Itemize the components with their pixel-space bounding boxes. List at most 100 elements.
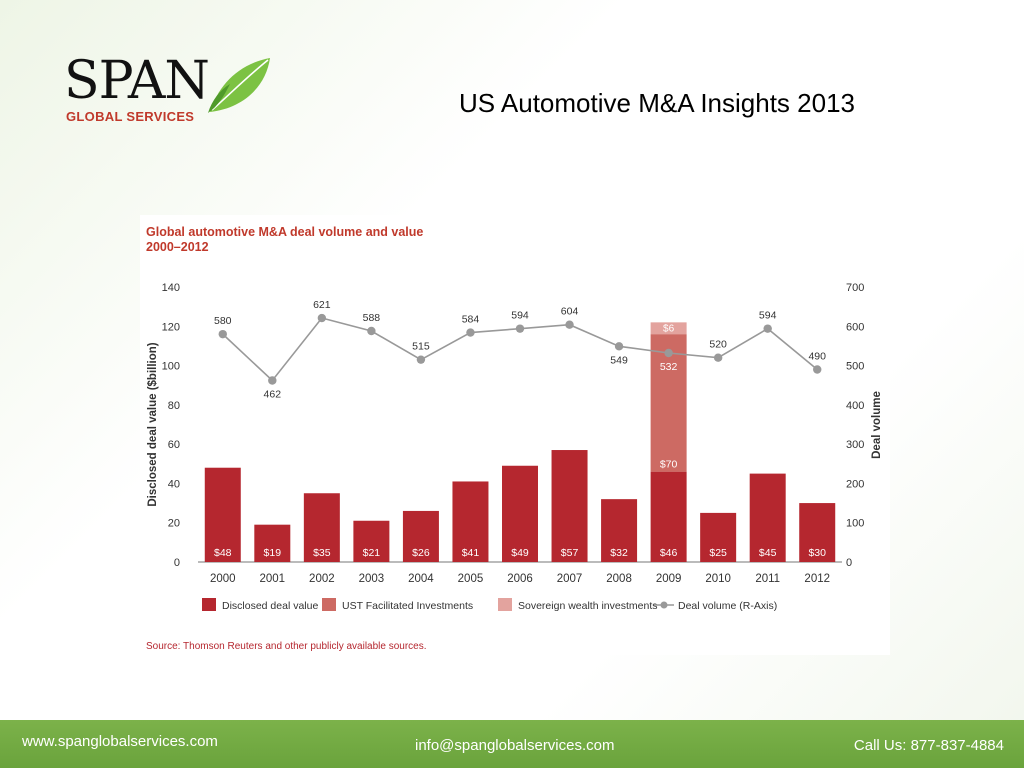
- bar-disclosed-deal-value: [799, 503, 836, 562]
- x-tick-label: 2002: [309, 573, 335, 585]
- chart-title: Global automotive M&A deal volume and va…: [146, 225, 476, 255]
- bar-value-label: $26: [412, 547, 430, 559]
- chart-title-line1: Global automotive M&A deal volume and va…: [146, 225, 424, 239]
- logo-wordmark: SPAN: [64, 51, 210, 111]
- y2-axis-label: Deal volume: [871, 391, 883, 459]
- x-tick-label: 2003: [359, 573, 385, 585]
- legend-label: Disclosed deal value: [222, 600, 318, 612]
- deal-volume-point: [515, 324, 525, 333]
- span-logo: SPAN GLOBAL SERVICES: [64, 52, 274, 132]
- y-tick-label: 20: [168, 518, 180, 530]
- footer-bar: www.spanglobalservices.com info@spanglob…: [0, 720, 1024, 768]
- x-tick-label: 2004: [408, 573, 434, 585]
- bar-disclosed-deal-value: [700, 512, 737, 562]
- y2-tick-label: 500: [846, 361, 864, 373]
- bar-disclosed-deal-value: [204, 467, 241, 562]
- bar-value-label: $70: [660, 459, 678, 471]
- x-tick-label: 2000: [210, 573, 236, 585]
- bar-disclosed-deal-value: [254, 524, 291, 562]
- y2-tick-label: 400: [846, 400, 864, 412]
- y-axis-label: Disclosed deal value ($billion): [147, 342, 159, 506]
- x-tick-label: 2008: [606, 573, 632, 585]
- x-tick-label: 2012: [804, 573, 830, 585]
- legend-swatch: [322, 598, 336, 611]
- x-tick-label: 2009: [656, 573, 682, 585]
- deal-volume-label: 520: [709, 339, 727, 351]
- deal-chart: 0 20 40 60 80 100 120 140 0 100 200 300 400 500 600 700…: [146, 282, 883, 652]
- x-tick-label: 2007: [557, 573, 583, 585]
- y2-tick-label: 0: [846, 557, 852, 569]
- y2-tick-label: 700: [846, 282, 864, 294]
- deal-volume-label: 588: [363, 312, 381, 324]
- deal-volume-point: [565, 320, 574, 329]
- deal-volume-label: 462: [264, 389, 282, 401]
- deal-volume-label: 584: [462, 314, 480, 326]
- deal-volume-point: [268, 376, 277, 385]
- bar-disclosed-deal-value: [551, 450, 588, 562]
- deal-volume-label: 490: [808, 351, 826, 363]
- footer-phone: Call Us: 877-837-4884: [853, 737, 1004, 754]
- x-tick-label: 2001: [260, 573, 286, 585]
- deal-volume-label: 621: [313, 299, 331, 311]
- bar-disclosed-deal-value: [601, 499, 638, 562]
- deal-volume-point: [664, 348, 673, 358]
- bar-value-label: $32: [610, 547, 628, 559]
- bar-disclosed-deal-value: [749, 473, 786, 562]
- footer-email-link[interactable]: info@spanglobalservices.com: [415, 737, 615, 754]
- legend-label: Deal volume (R-Axis): [678, 600, 777, 612]
- y-tick-label: 40: [168, 478, 180, 490]
- deal-volume-label: 604: [561, 306, 579, 318]
- bar-value-label: $41: [462, 547, 480, 559]
- bar-disclosed-deal-value: [452, 481, 489, 562]
- y-tick-label: 120: [162, 321, 180, 333]
- bar-value-label: $45: [759, 547, 777, 559]
- y2-tick-label: 300: [846, 439, 864, 451]
- x-tick-label: 2011: [755, 573, 780, 585]
- bar-value-label: $49: [511, 547, 529, 559]
- bar-disclosed-deal-value: [650, 471, 687, 562]
- bar-value-label: $25: [709, 547, 727, 559]
- deal-volume-point: [713, 353, 723, 362]
- deal-volume-label: 594: [511, 310, 529, 322]
- bar-value-label: $30: [808, 547, 826, 559]
- deal-volume-label: 532: [660, 361, 678, 373]
- legend-swatch: [498, 598, 512, 611]
- chart-panel: Global automotive M&A deal volume and va…: [140, 215, 890, 655]
- y-tick-label: 60: [168, 439, 180, 451]
- y2-tick-label: 100: [846, 518, 864, 530]
- y-tick-label: 140: [162, 282, 180, 294]
- y2-tick-label: 200: [846, 478, 864, 490]
- legend-label: UST Facilitated Investments: [342, 600, 473, 612]
- x-tick-label: 2005: [458, 573, 484, 585]
- bar-value-label: $35: [313, 547, 331, 559]
- deal-volume-point: [367, 326, 376, 336]
- y-tick-label: 80: [168, 400, 180, 412]
- deal-volume-label: 594: [759, 310, 777, 322]
- y-tick-label: 100: [162, 361, 180, 373]
- bar-value-label: $21: [363, 547, 381, 559]
- logo-tagline: GLOBAL SERVICES: [66, 109, 195, 124]
- deal-volume-point: [416, 355, 426, 364]
- y-tick-label: 0: [174, 557, 180, 569]
- deal-volume-point: [763, 324, 772, 333]
- x-tick-label: 2006: [507, 573, 533, 585]
- deal-volume-point: [614, 342, 624, 351]
- bar-value-label: $46: [660, 547, 678, 559]
- deal-volume-label: 515: [412, 341, 430, 353]
- bar-value-label: $6: [663, 323, 675, 334]
- footer-website-link[interactable]: www.spanglobalservices.com: [22, 733, 218, 750]
- legend-label: Sovereign wealth investments: [518, 600, 658, 612]
- bar-value-label: $48: [214, 547, 232, 559]
- x-tick-label: 2010: [705, 573, 731, 585]
- legend-swatch: [202, 598, 216, 611]
- slide-title: US Automotive M&A Insights 2013: [459, 88, 855, 118]
- deal-volume-label: 549: [610, 354, 628, 366]
- bar-value-label: $19: [264, 547, 282, 559]
- bar-value-label: $57: [561, 547, 579, 559]
- deal-volume-label: 580: [214, 315, 232, 327]
- bar-disclosed-deal-value: [303, 493, 340, 562]
- y2-tick-label: 600: [846, 321, 864, 333]
- legend-point-swatch: [660, 601, 668, 609]
- bar-disclosed-deal-value: [402, 510, 439, 562]
- bar-sovereign-wealth-investments: [650, 322, 687, 335]
